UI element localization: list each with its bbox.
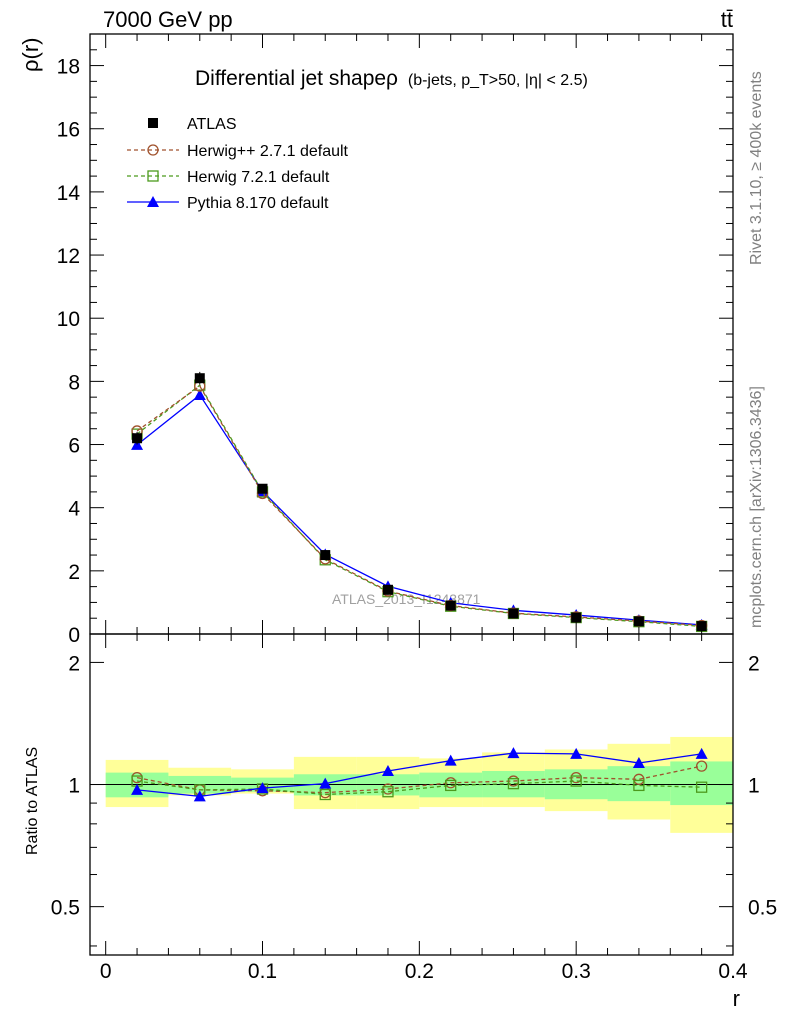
main-y-tick-label-4: 4	[68, 498, 80, 521]
x-axis-title: r	[733, 986, 740, 1011]
ratio-y-tick-label-right-2: 2	[748, 652, 760, 675]
ratio-point-herwig-2-7-1-default-8	[633, 773, 645, 785]
main-y-tick-label-2: 2	[68, 561, 80, 584]
band-inner-9	[670, 761, 733, 806]
legend-entry-atlas: ATLAS	[148, 116, 237, 133]
ratio-point-pythia-8-170-default-1	[193, 790, 206, 802]
ratio-y-tick-label-left-0.5: 0.5	[51, 897, 80, 920]
main-point-atlas-2	[257, 483, 268, 494]
plot-title-main: Differential jet shapeρ	[195, 67, 398, 90]
ratio-point-pythia-8-170-default-8	[632, 756, 645, 768]
ratio-line-herwig-7-2-1-default	[136, 780, 702, 796]
ratio-y-tick-label-left-2: 2	[68, 652, 80, 675]
ratio-point-herwig-7-2-1-default-8	[633, 779, 645, 792]
main-y-tick-label-0: 0	[68, 624, 80, 647]
ratio-point-herwig-7-2-1-default-5	[445, 779, 457, 792]
legend-label-herwigpp: Herwig++ 2.7.1 default	[187, 143, 349, 160]
x-tick-label-0.3: 0.3	[562, 960, 591, 983]
legend: ATLAS Herwig++ 2.7.1 default Herwig 7.2.…	[127, 116, 349, 212]
legend-marker-pythia	[147, 196, 159, 207]
legend-entry-pythia: Pythia 8.170 default	[127, 195, 329, 212]
ratio-point-herwig-7-2-1-default-9	[695, 781, 708, 793]
rivet-label: Rivet 3.1.10, ≥ 400k events	[748, 71, 765, 265]
main-y-tick-label-16: 16	[57, 119, 80, 142]
legend-entry-herwig7: Herwig 7.2.1 default	[127, 169, 330, 186]
main-y-tick-label-10: 10	[57, 308, 80, 331]
main-point-atlas-0	[132, 433, 143, 444]
main-point-atlas-9	[696, 621, 707, 632]
process-label: tt̄	[721, 7, 733, 32]
main-y-tick-label-18: 18	[57, 56, 80, 79]
ratio-y-tick-label-right-1: 1	[748, 775, 760, 798]
legend-marker-herwigpp	[147, 144, 159, 156]
ratio-y-tick-label-left-1: 1	[68, 775, 80, 798]
main-point-atlas-1	[194, 373, 205, 384]
energy-label: 7000 GeV pp	[103, 7, 233, 32]
x-tick-label-0: 0	[100, 960, 112, 983]
ratio-point-herwig-2-7-1-default-9	[695, 760, 708, 772]
main-y-tick-label-8: 8	[68, 371, 80, 394]
ratio-point-pythia-8-170-default-5	[444, 754, 457, 766]
mcplots-label: mcplots.cern.ch [arXiv:1306.3436]	[748, 386, 765, 628]
main-point-atlas-6	[508, 608, 519, 619]
ratio-point-pythia-8-170-default-6	[507, 747, 520, 759]
main-point-atlas-4	[382, 584, 393, 595]
x-tick-label-0.4: 0.4	[718, 960, 748, 983]
main-line-herwig-2-7-1-default	[136, 385, 702, 627]
ratio-point-pythia-8-170-default-0	[131, 783, 144, 795]
main-panel-data	[131, 371, 708, 633]
plot-title: Differential jet shapeρ (b-jets, p_T>50,…	[195, 67, 588, 90]
main-y-tick-label-14: 14	[57, 182, 81, 205]
ratio-y-tick-label-right-0.5: 0.5	[748, 897, 777, 920]
main-point-atlas-7	[571, 612, 582, 623]
main-y-axis-title: ρ(r)	[18, 38, 43, 73]
analysis-watermark: ATLAS_2013_I1243871	[332, 591, 481, 607]
legend-marker-herwig7	[147, 170, 159, 182]
main-point-atlas-3	[320, 550, 331, 561]
legend-entry-herwigpp: Herwig++ 2.7.1 default	[127, 143, 349, 160]
legend-label-herwig7: Herwig 7.2.1 default	[187, 169, 330, 186]
legend-marker-atlas	[148, 118, 158, 128]
ratio-point-herwig-7-2-1-default-4	[382, 786, 394, 798]
main-point-atlas-8	[633, 616, 644, 627]
ratio-point-pythia-8-170-default-7	[570, 747, 583, 759]
main-line-pythia-8-170-default	[136, 393, 702, 626]
ratio-point-pythia-8-170-default-4	[381, 764, 394, 776]
ratio-point-pythia-8-170-default-9	[695, 747, 708, 759]
ratio-point-pythia-8-170-default-3	[319, 777, 332, 789]
main-y-tick-label-6: 6	[68, 435, 80, 458]
ratio-y-axis-title: Ratio to ATLAS	[24, 747, 41, 855]
band-inner-8	[607, 766, 671, 802]
ratio-panel-frame	[89, 633, 734, 956]
ratio-point-herwig-7-2-1-default-7	[570, 775, 582, 787]
plot-title-note: (b-jets, p_T>50, |η| < 2.5)	[408, 72, 588, 89]
ratio-line-herwig-2-7-1-default	[136, 765, 702, 794]
ratio-point-pythia-8-170-default-2	[256, 782, 269, 794]
x-tick-label-0.2: 0.2	[405, 960, 434, 983]
ratio-panel-data	[131, 747, 708, 802]
legend-label-pythia: Pythia 8.170 default	[187, 195, 329, 212]
ratio-point-herwig-7-2-1-default-6	[507, 778, 520, 790]
main-point-atlas-5	[445, 600, 456, 611]
ratio-point-herwig-7-2-1-default-3	[319, 788, 331, 801]
x-tick-label-0.1: 0.1	[248, 960, 277, 983]
ratio-line-pythia-8-170-default	[136, 752, 702, 798]
legend-label-atlas: ATLAS	[187, 116, 237, 133]
main-y-tick-label-12: 12	[57, 245, 80, 268]
main-point-pythia-8-170-default-1	[193, 388, 206, 400]
